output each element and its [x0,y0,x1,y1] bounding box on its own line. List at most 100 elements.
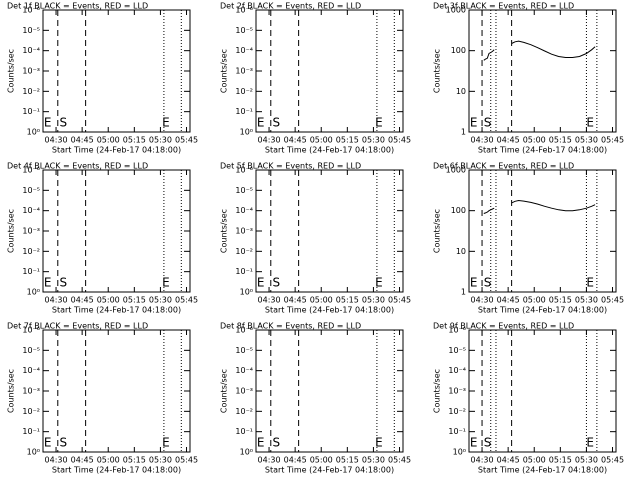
y-tick-label: 10⁻² [235,87,253,96]
x-axis-label: Start Time (24-Feb-17 04:18:00) [52,146,181,155]
panel-title: Det 1f BLACK = Events, RED = LLD [7,2,148,11]
annotation: E [375,276,383,290]
y-tick-label: 10 [456,87,466,96]
x-axis-label: Start Time (24-Feb-17 04:18:00) [478,306,607,315]
x-tick-label: 04:30 [471,456,494,465]
x-tick-label: 04:45 [71,296,94,305]
y-tick-label: 10⁻³ [22,67,40,76]
annotation: S [273,116,281,130]
x-tick-label: 04:30 [258,136,281,145]
y-tick-label: 10⁰ [240,128,253,137]
x-tick-label: 05:30 [149,296,172,305]
y-tick-label: 10⁻⁴ [448,366,466,375]
y-tick-label: 10⁻³ [235,67,253,76]
annotation: E [375,116,383,130]
x-tick-label: 04:30 [45,456,68,465]
annotation: E [586,116,594,130]
y-tick-label: 10⁻¹ [22,267,40,276]
y-tick-label: 10⁻² [235,407,253,416]
x-tick-label: 05:00 [97,296,120,305]
x-tick-label: 05:15 [336,456,359,465]
data-line [483,199,596,214]
plot-frame [468,169,617,293]
y-tick-label: 10⁻⁴ [235,206,253,215]
y-tick-label: 10⁰ [240,448,253,457]
y-tick-label: 10⁰ [453,448,466,457]
y-tick-label: 10⁻⁶ [235,326,253,335]
annotation: E [586,436,594,450]
panel-title: Det 9f BLACK = Events, RED = LLD [433,322,574,331]
panel-title: Det 8f BLACK = Events, RED = LLD [220,322,361,331]
x-tick-label: 05:45 [601,296,624,305]
x-tick-label: 05:15 [123,136,146,145]
y-tick-label: 10⁻⁶ [22,166,40,175]
x-axis-label: Start Time (24-Feb-17 04:18:00) [265,466,394,475]
x-tick-label: 05:45 [388,136,411,145]
x-tick-label: 05:30 [575,456,598,465]
y-tick-label: 10⁻⁵ [235,346,253,355]
x-tick-label: 05:30 [149,456,172,465]
y-tick-label: 10⁻⁵ [22,26,40,35]
y-tick-label: 10⁻⁵ [448,346,466,355]
x-tick-label: 04:30 [471,296,494,305]
y-tick-label: 10⁻⁶ [22,6,40,15]
y-axis-label: Counts/sec [433,209,442,253]
annotation: S [484,436,492,450]
y-tick-label: 10⁻⁴ [235,366,253,375]
x-tick-label: 05:00 [97,136,120,145]
y-tick-label: 1000 [446,166,466,175]
annotation: S [60,116,68,130]
panel-title: Det 7f BLACK = Events, RED = LLD [7,322,148,331]
y-tick-label: 10⁻⁶ [22,326,40,335]
y-tick-label: 10⁻⁵ [235,186,253,195]
y-tick-label: 10⁻⁴ [235,46,253,55]
y-tick-label: 10⁻² [22,407,40,416]
annotation: E [586,276,594,290]
x-tick-label: 05:30 [362,136,385,145]
x-tick-label: 05:30 [575,136,598,145]
y-tick-label: 10⁰ [27,448,40,457]
panel-title: Det 4f BLACK = Events, RED = LLD [7,162,148,171]
x-tick-label: 05:15 [549,136,572,145]
y-tick-label: 10⁰ [27,288,40,297]
y-tick-label: 10⁻² [22,247,40,256]
y-tick-label: 10⁻⁴ [22,366,40,375]
annotation: E [470,276,478,290]
x-tick-label: 04:30 [258,296,281,305]
y-tick-label: 10⁻⁵ [22,346,40,355]
annotation: E [162,116,170,130]
y-tick-label: 10⁰ [240,288,253,297]
y-tick-label: 10⁻³ [235,227,253,236]
plot-frame [255,329,404,453]
y-tick-label: 10⁻⁵ [22,186,40,195]
x-tick-label: 05:15 [123,456,146,465]
x-tick-label: 05:45 [601,136,624,145]
x-axis-label: Start Time (24-Feb-17 04:18:00) [478,146,607,155]
annotation: E [162,436,170,450]
y-tick-label: 10⁻³ [235,387,253,396]
x-tick-label: 05:15 [549,296,572,305]
x-tick-label: 04:45 [284,296,307,305]
x-tick-label: 04:45 [71,456,94,465]
y-axis-label: Counts/sec [7,209,16,253]
x-tick-label: 04:45 [497,136,520,145]
x-axis-label: Start Time (24-Feb-17 04:18:00) [265,146,394,155]
x-tick-label: 04:45 [284,456,307,465]
y-tick-label: 10⁻¹ [22,107,40,116]
annotation: S [484,276,492,290]
x-tick-label: 05:45 [601,456,624,465]
y-tick-label: 10⁻¹ [235,427,253,436]
y-tick-label: 10⁻⁴ [22,206,40,215]
x-axis-label: Start Time (24-Feb-17 04:18:00) [52,466,181,475]
annotation: E [44,276,52,290]
y-tick-label: 100 [451,46,466,55]
plot-frame [255,169,404,293]
annotation: E [257,116,265,130]
y-tick-label: 1000 [446,6,466,15]
annotation: S [273,276,281,290]
x-tick-label: 05:00 [523,296,546,305]
plot-frame [468,9,617,133]
data-line [483,40,596,61]
y-tick-label: 10⁻⁶ [235,166,253,175]
annotation: E [470,116,478,130]
